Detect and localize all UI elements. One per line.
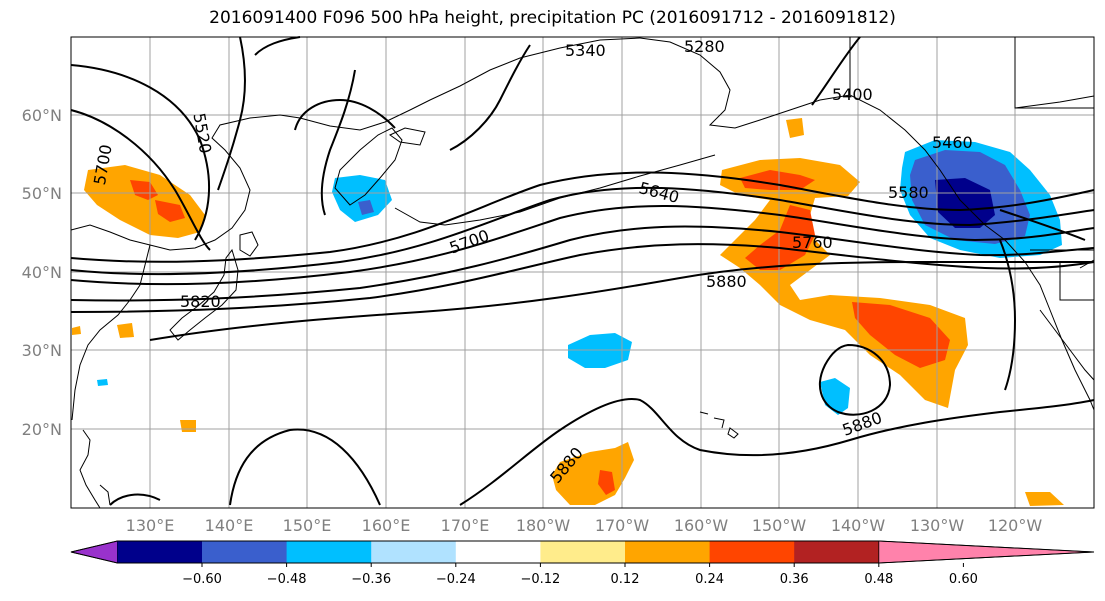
map-panel: 5280 5340 5400 5460 5520 5580 5640 5700 …: [70, 36, 1095, 509]
lon-label: 170°E: [441, 516, 490, 535]
lon-label: 120°W: [988, 516, 1043, 535]
contour-label: 5280: [684, 37, 725, 56]
colorbar-tick-label: 0.24: [695, 572, 724, 587]
colorbar-swatch: [794, 541, 880, 563]
colorbar-tick-label: 0.36: [780, 572, 809, 587]
lon-label: 160°E: [362, 516, 411, 535]
lat-label: 20°N: [22, 420, 62, 439]
contour-label: 5760: [792, 233, 833, 252]
colorbar-tick-label: 0.48: [864, 572, 893, 587]
colorbar-swatch: [70, 540, 118, 564]
colorbar-swatch: [878, 540, 1095, 564]
colorbar: [70, 540, 1095, 564]
precip-positive-shading: [72, 118, 1064, 506]
colorbar-tick-label: −0.60: [182, 572, 222, 587]
colorbar-swatch: [202, 541, 288, 563]
lat-label: 60°N: [22, 106, 62, 125]
lat-label: 50°N: [22, 184, 62, 203]
colorbar-swatch: [371, 541, 457, 563]
colorbar-swatch: [625, 541, 711, 563]
lat-label: 40°N: [22, 263, 62, 282]
contour-label: 5340: [565, 41, 606, 60]
contour-label: 5880: [706, 272, 747, 291]
coastlines: [70, 37, 1095, 509]
colorbar-swatch: [286, 541, 372, 563]
latitude-labels: 60°N 50°N 40°N 30°N 20°N: [22, 106, 62, 439]
lon-label: 130°E: [126, 516, 175, 535]
lon-label: 150°E: [283, 516, 332, 535]
colorbar-swatch: [455, 541, 541, 563]
precip-negative-shading: [97, 140, 1062, 415]
contour-label: 5460: [932, 133, 973, 152]
lon-label: 130°W: [910, 516, 965, 535]
colorbar-swatch: [117, 541, 203, 563]
colorbar-tick-label: 0.12: [611, 572, 640, 587]
colorbar-tick-label: −0.36: [351, 572, 391, 587]
colorbar-swatch: [540, 541, 626, 563]
lon-label: 140°E: [205, 516, 254, 535]
colorbar-tick-label: −0.12: [520, 572, 560, 587]
colorbar-tick-label: 0.60: [949, 572, 978, 587]
contour-label: 5400: [832, 85, 873, 104]
colorbar-ticks: −0.60 −0.48 −0.36 −0.24 −0.12 0.12 0.24 0.36 0.4…: [182, 563, 978, 587]
lon-label: 160°W: [674, 516, 729, 535]
lon-label: 170°W: [595, 516, 650, 535]
contour-label: 5820: [180, 292, 221, 311]
colorbar-swatch: [709, 541, 795, 563]
lon-label: 180°W: [516, 516, 571, 535]
colorbar-tick-label: −0.48: [267, 572, 307, 587]
lat-label: 30°N: [22, 341, 62, 360]
contour-label: 5580: [888, 183, 929, 202]
colorbar-tick-label: −0.24: [436, 572, 476, 587]
height-contours: [70, 36, 1095, 506]
lon-label: 140°W: [831, 516, 886, 535]
lon-label: 150°W: [752, 516, 807, 535]
longitude-labels: 130°E 140°E 150°E 160°E 170°E 180°W 170°…: [126, 516, 1043, 535]
map-title: 2016091400 F096 500 hPa height, precipit…: [209, 8, 896, 28]
